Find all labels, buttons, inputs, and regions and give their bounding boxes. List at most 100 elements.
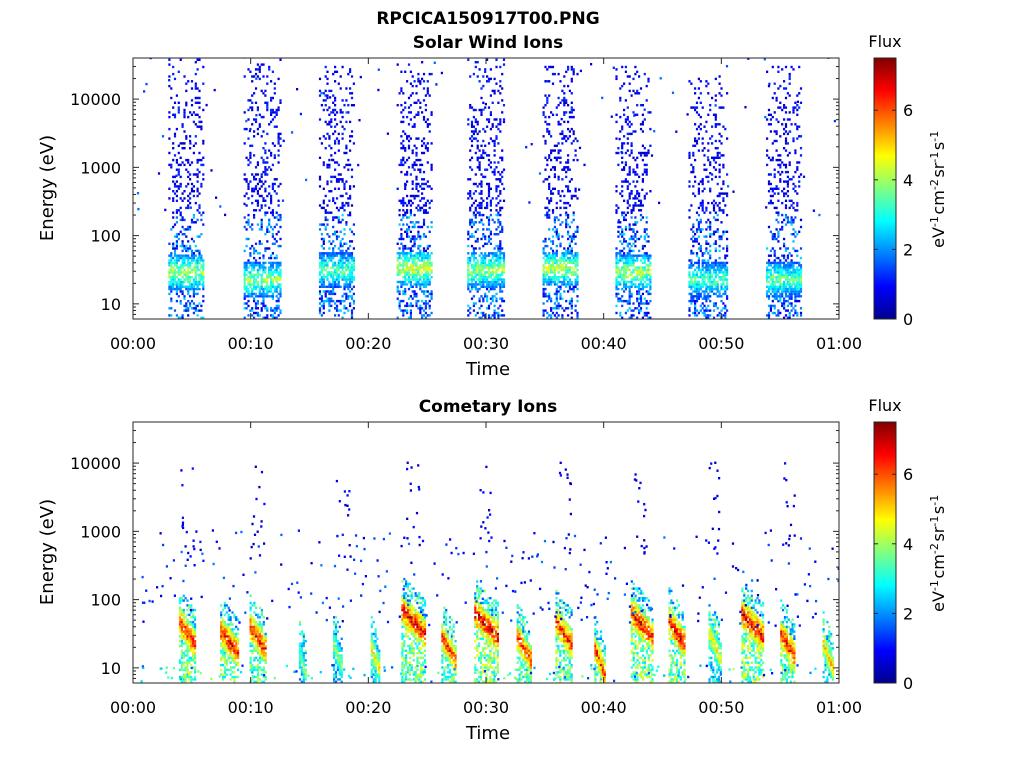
heat-cell (253, 311, 256, 315)
heat-cell (563, 247, 566, 250)
heat-cell (430, 111, 433, 114)
heat-cell (544, 261, 547, 265)
heat-cell (253, 316, 256, 319)
heat-cell (619, 99, 622, 102)
heat-cell (619, 297, 622, 300)
heat-cell (555, 278, 558, 281)
heat-cell (343, 311, 346, 315)
heat-cell (179, 278, 182, 281)
heat-cell (779, 287, 782, 291)
heat-cell (550, 297, 553, 300)
heat-cell (271, 187, 274, 190)
heat-cell (489, 77, 492, 81)
heat-cell (413, 292, 416, 296)
heat-cell (487, 194, 491, 198)
heat-cell (548, 175, 551, 179)
heat-cell (491, 273, 494, 276)
heat-cell (181, 216, 184, 219)
heat-cell (724, 127, 727, 131)
heat-cell (615, 209, 618, 212)
heat-cell (326, 261, 329, 265)
heat-cell (181, 147, 184, 150)
heat-cell (628, 89, 631, 93)
heat-cell (773, 254, 776, 257)
heat-cell (474, 271, 477, 274)
heat-cell (777, 268, 780, 272)
heat-cell (245, 228, 248, 231)
heat-cell (546, 130, 549, 133)
heat-cell (619, 273, 622, 276)
heat-cell (266, 287, 269, 291)
heat-cell (404, 101, 407, 104)
heat-cell (699, 287, 702, 291)
heat-cell (402, 280, 405, 284)
heat-cell (480, 87, 483, 90)
heat-cell (318, 118, 322, 121)
heat-cell (499, 249, 502, 253)
heat-cell (424, 285, 427, 288)
heat-cell (337, 139, 340, 143)
heat-cell (709, 271, 712, 274)
heat-cell (253, 261, 256, 265)
heat-cell (177, 283, 180, 286)
heat-cell (775, 295, 778, 298)
heat-cell (621, 259, 624, 262)
heat-cell (277, 204, 280, 207)
heat-cell (474, 285, 477, 288)
heat-cell (570, 194, 573, 198)
heat-cell (546, 99, 549, 102)
heat-cell (470, 297, 474, 300)
heat-cell (567, 137, 570, 140)
heat-cell (767, 182, 771, 186)
heat-cell (243, 307, 246, 310)
heat-cell (192, 216, 195, 219)
heat-cell (701, 280, 704, 284)
heat-cell (555, 264, 558, 267)
heat-cell (409, 283, 412, 286)
heat-cell (726, 309, 729, 312)
heat-cell (565, 101, 568, 104)
heat-cell (352, 247, 355, 250)
heat-cell (402, 115, 405, 119)
heat-cell (551, 252, 555, 255)
heat-cell (476, 240, 479, 243)
heat-cell (572, 256, 575, 260)
heat-cell (630, 278, 633, 281)
heat-cell (320, 280, 323, 284)
heat-cell (705, 287, 708, 291)
heat-cell (254, 304, 258, 308)
heat-cell (245, 273, 248, 276)
heat-cell (621, 256, 624, 260)
heat-cell (493, 142, 496, 145)
heat-cell (561, 314, 564, 317)
heat-cell (767, 225, 771, 229)
heat-cell (548, 94, 551, 97)
heat-cell (337, 280, 340, 284)
heat-cell (544, 94, 547, 97)
heat-cell (177, 273, 180, 276)
heat-cell (422, 170, 426, 174)
heat-cell (177, 170, 180, 174)
heat-cell (194, 271, 197, 274)
heat-cell (555, 311, 558, 315)
heat-cell (322, 99, 325, 102)
heat-cell (501, 170, 504, 174)
heat-cell (345, 276, 348, 279)
heat-cell (694, 295, 697, 298)
heat-cell (647, 254, 650, 257)
heat-cell (352, 233, 355, 236)
heat-cell (563, 99, 566, 102)
heat-cell (486, 228, 489, 231)
heat-cell (649, 280, 652, 284)
heat-cell (486, 182, 489, 186)
heat-cell (189, 147, 192, 150)
heat-cell (476, 261, 479, 265)
heat-cell (332, 273, 335, 276)
heat-cell (487, 223, 491, 226)
heat-cell (318, 264, 322, 267)
heat-cell (551, 268, 555, 272)
heat-cell (175, 185, 178, 188)
heat-cell (482, 223, 485, 226)
heat-cell (647, 80, 650, 83)
heat-cell (474, 199, 477, 202)
